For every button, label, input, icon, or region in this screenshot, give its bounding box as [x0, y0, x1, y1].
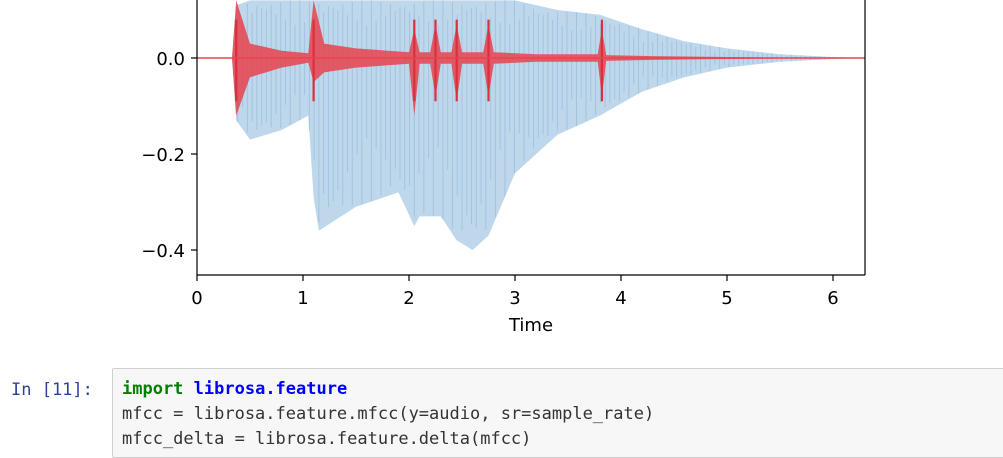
y-tick-label: −0.2 — [141, 145, 185, 166]
x-tick-label: 1 — [297, 288, 308, 309]
y-tick-label: −0.4 — [141, 241, 185, 262]
cell-prompt: In [11]: — [11, 380, 93, 400]
code-keyword: import — [122, 379, 184, 399]
x-tick-label: 3 — [509, 288, 520, 309]
x-axis-label: Time — [508, 315, 553, 336]
x-tick-label: 6 — [827, 288, 838, 309]
x-tick-label: 5 — [721, 288, 732, 309]
x-tick-label: 4 — [615, 288, 626, 309]
code-input-area[interactable]: import librosa.feature mfcc = librosa.fe… — [112, 368, 1003, 458]
code-cell[interactable]: In [11]: import librosa.feature mfcc = l… — [0, 368, 1003, 458]
y-tick-label: 0.0 — [156, 49, 185, 70]
code-line-1: import librosa.feature — [122, 377, 347, 401]
waveform-series-0 — [197, 0, 865, 251]
plot-output: 0 1 2 3 4 5 6 0.0 −0.2 −0.4 Time — [141, 0, 866, 336]
x-tick-label: 2 — [403, 288, 414, 309]
waveform-chart: 0 1 2 3 4 5 6 0.0 −0.2 −0.4 Time — [141, 0, 866, 336]
code-module: librosa.feature — [193, 379, 348, 399]
code-line-3: mfcc_delta = librosa.feature.delta(mfcc) — [122, 429, 532, 449]
x-tick-label: 0 — [191, 288, 202, 309]
code-line-2: mfcc = librosa.feature.mfcc(y=audio, sr=… — [122, 404, 655, 424]
